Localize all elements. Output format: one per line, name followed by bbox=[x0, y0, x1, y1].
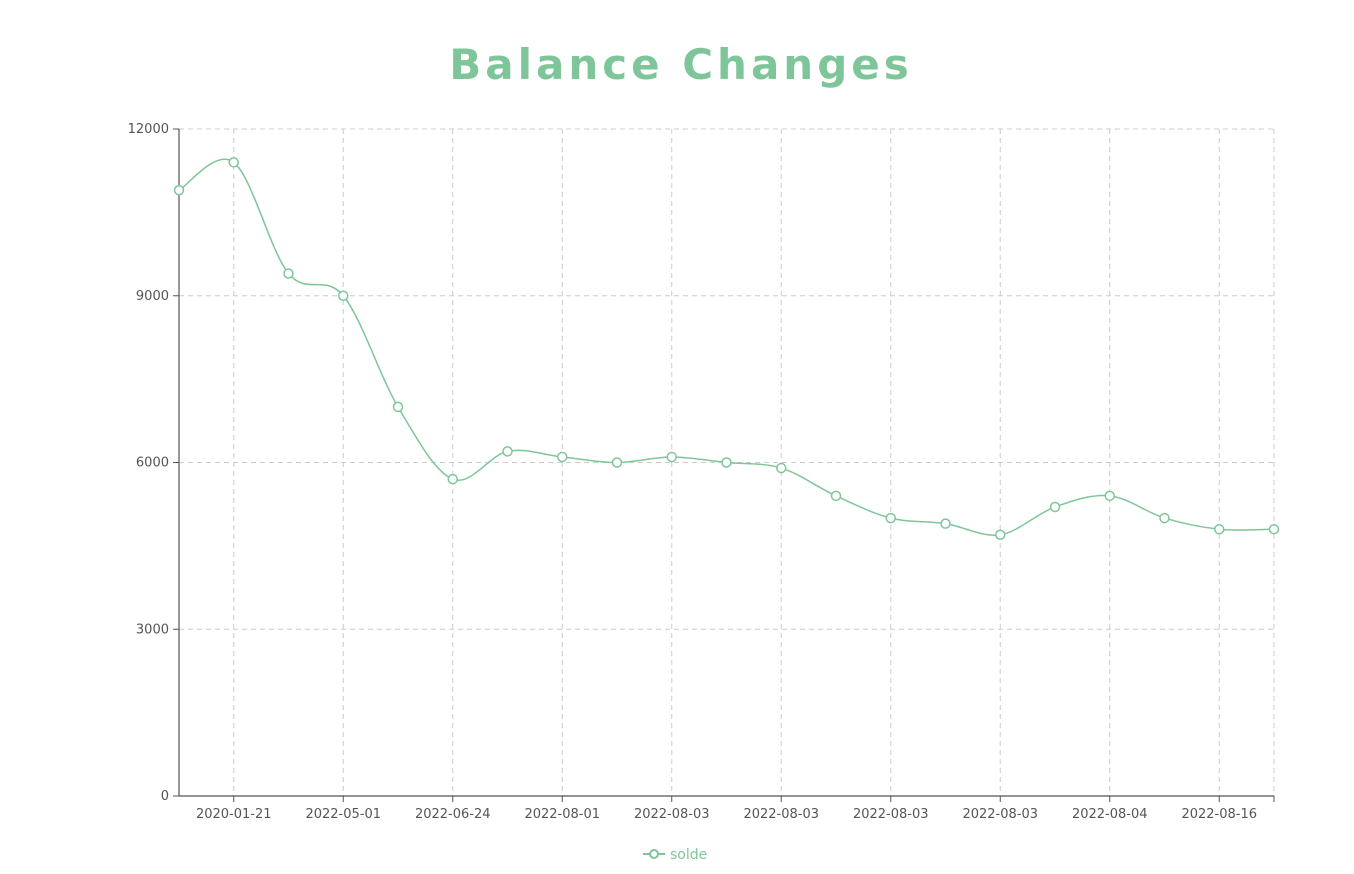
grid bbox=[179, 128, 1275, 796]
data-point[interactable] bbox=[283, 268, 294, 279]
series-layer bbox=[173, 157, 1280, 541]
x-tick-label: 2022-08-16 bbox=[1181, 807, 1257, 822]
y-tick-label: 12000 bbox=[128, 122, 169, 137]
data-point[interactable] bbox=[1104, 490, 1115, 502]
x-tick-label: 2022-08-01 bbox=[524, 807, 600, 822]
data-point[interactable] bbox=[1268, 523, 1280, 535]
x-tick-label: 2022-08-03 bbox=[962, 807, 1038, 822]
axes: 0 3000 6000 9000 12000 2020-01-21 2022-05-01 20… bbox=[128, 122, 1275, 822]
data-point[interactable] bbox=[392, 401, 404, 413]
data-point[interactable] bbox=[940, 518, 951, 529]
data-point[interactable] bbox=[1214, 523, 1225, 535]
data-point[interactable] bbox=[830, 490, 842, 502]
y-tick-label: 0 bbox=[161, 789, 169, 804]
data-point[interactable] bbox=[1159, 512, 1170, 524]
data-point[interactable] bbox=[173, 184, 185, 196]
legend-marker-icon bbox=[649, 849, 659, 859]
data-point[interactable] bbox=[502, 446, 513, 457]
legend[interactable]: solde bbox=[643, 847, 707, 863]
data-point[interactable] bbox=[338, 290, 349, 301]
y-tick-label: 3000 bbox=[136, 622, 169, 637]
y-tick-label: 6000 bbox=[136, 456, 169, 471]
data-point[interactable] bbox=[776, 462, 787, 474]
x-tick-label: 2022-08-03 bbox=[853, 807, 929, 822]
chart-title: Balance Changes bbox=[449, 40, 913, 89]
data-point[interactable] bbox=[721, 457, 732, 468]
data-point[interactable] bbox=[1049, 501, 1061, 513]
x-tick-label: 2022-08-04 bbox=[1072, 807, 1148, 822]
data-point[interactable] bbox=[447, 473, 458, 485]
legend-item-solde[interactable]: solde bbox=[670, 847, 707, 863]
x-tick-label: 2022-08-03 bbox=[634, 807, 710, 822]
data-point[interactable] bbox=[666, 451, 677, 463]
x-tick-label: 2020-01-21 bbox=[196, 807, 272, 822]
data-point[interactable] bbox=[885, 512, 896, 524]
data-point[interactable] bbox=[611, 457, 623, 468]
y-tick-label: 9000 bbox=[136, 289, 169, 304]
x-tick-label: 2022-06-24 bbox=[415, 807, 491, 822]
data-point[interactable] bbox=[995, 529, 1006, 541]
x-tick-label: 2022-08-03 bbox=[743, 807, 819, 822]
data-point[interactable] bbox=[557, 451, 568, 463]
x-tick-label: 2022-05-01 bbox=[305, 807, 381, 822]
data-point[interactable] bbox=[228, 157, 239, 168]
